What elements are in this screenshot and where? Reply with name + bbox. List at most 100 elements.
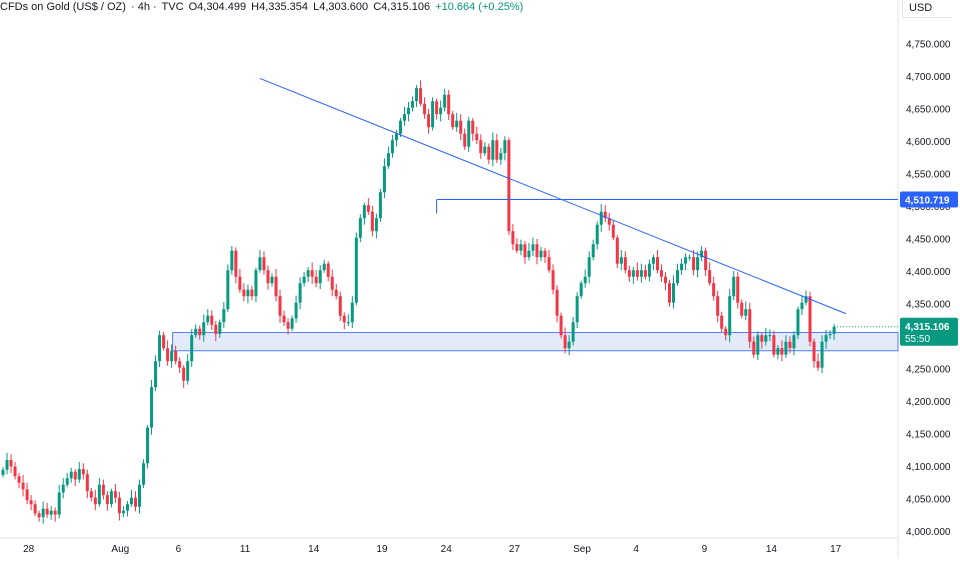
candle-body [93,497,97,505]
candle-body [25,489,29,501]
candle-body [210,315,214,325]
candle-body [684,257,688,264]
candle-body [358,218,362,238]
candle-body [435,101,439,115]
candle-body [780,348,784,355]
candle-body [186,361,190,381]
candle-body [85,474,89,492]
candle-body [218,322,222,334]
x-tick-label: 24 [441,544,453,555]
candle-body [109,491,113,505]
candle-body [214,324,218,334]
candle-body [398,120,402,134]
candle-body [688,257,692,259]
candle-body [170,350,174,362]
candle-body [69,471,73,479]
candle-body [29,500,33,505]
candle-body [129,497,133,505]
interval-label: · 4h · [130,1,157,13]
candle-body [623,257,627,271]
candle-body [274,276,278,297]
descending-trendline[interactable] [259,77,847,315]
candle-body [659,270,663,277]
candle-body [423,103,427,115]
candle-body [234,250,238,277]
y-tick-label: 4,400.000 [906,267,951,278]
support-zone[interactable] [172,332,899,352]
candle-body [142,463,146,485]
currency-selector[interactable]: USD [902,0,952,18]
candle-body [13,466,17,477]
open-value: O4,304.499 [188,1,247,13]
candle-body [740,302,744,316]
candle-body [65,478,69,485]
candle-body [9,460,13,467]
candle-body [603,211,607,219]
candle-body [390,140,394,154]
candle-body [61,484,65,493]
candle-body [495,140,499,160]
x-tick-label: 6 [176,544,182,555]
candle-body [503,140,507,154]
candle-body [483,146,487,154]
candle-body [507,140,511,232]
candle-body [631,270,635,277]
candle-body [571,322,575,342]
candle-body [415,88,419,102]
candle-body [33,504,37,514]
candle-body [559,315,563,336]
bar-countdown-label: 55:50 [905,334,930,345]
candle-body [451,114,455,128]
y-tick-label: 4,000.000 [906,527,951,538]
candle-body [523,244,527,258]
candle-body [378,192,382,219]
candle-body [756,335,760,355]
candle-body [471,120,475,134]
candle-body [37,513,41,518]
x-tick-label: Aug [111,544,129,555]
candle-body [447,94,451,115]
candle-body [467,120,471,147]
candle-body [443,94,447,108]
candle-body [166,348,170,362]
candle-body [314,276,318,284]
y-tick-label: 4,650.000 [906,105,951,116]
candle-body [663,276,667,284]
symbol-name[interactable]: CFDs on Gold (US$ / OZ) [0,1,126,13]
candle-body [174,350,178,362]
candle-body [77,469,81,480]
candle-body [306,270,310,277]
candle-body [242,289,246,297]
candle-body [459,120,463,134]
candle-body [182,367,186,381]
candle-body [539,250,543,258]
candle-body [411,101,415,108]
candle-body [162,335,166,349]
candle-body [386,153,390,167]
candle-body [487,146,491,160]
candle-body [427,114,431,128]
candle-body [587,257,591,277]
candle-body [202,322,206,336]
candle-body [583,276,587,284]
candle-body [619,257,623,264]
candle-body [370,211,374,232]
candle-body [611,224,615,238]
candle-body [49,510,53,515]
candle-body [627,270,631,277]
x-tick-label: 17 [830,544,842,555]
x-tick-label: 4 [633,544,639,555]
candle-body [672,283,676,303]
candle-body [266,270,270,284]
candle-body [419,88,423,104]
candle-body [262,257,266,271]
candle-body [599,211,603,225]
candle-body [680,263,684,271]
candle-body [350,302,354,323]
candle-body [298,283,302,303]
y-tick-label: 4,050.000 [906,495,951,506]
candle-body [206,315,210,323]
current-price-tag [900,317,958,346]
